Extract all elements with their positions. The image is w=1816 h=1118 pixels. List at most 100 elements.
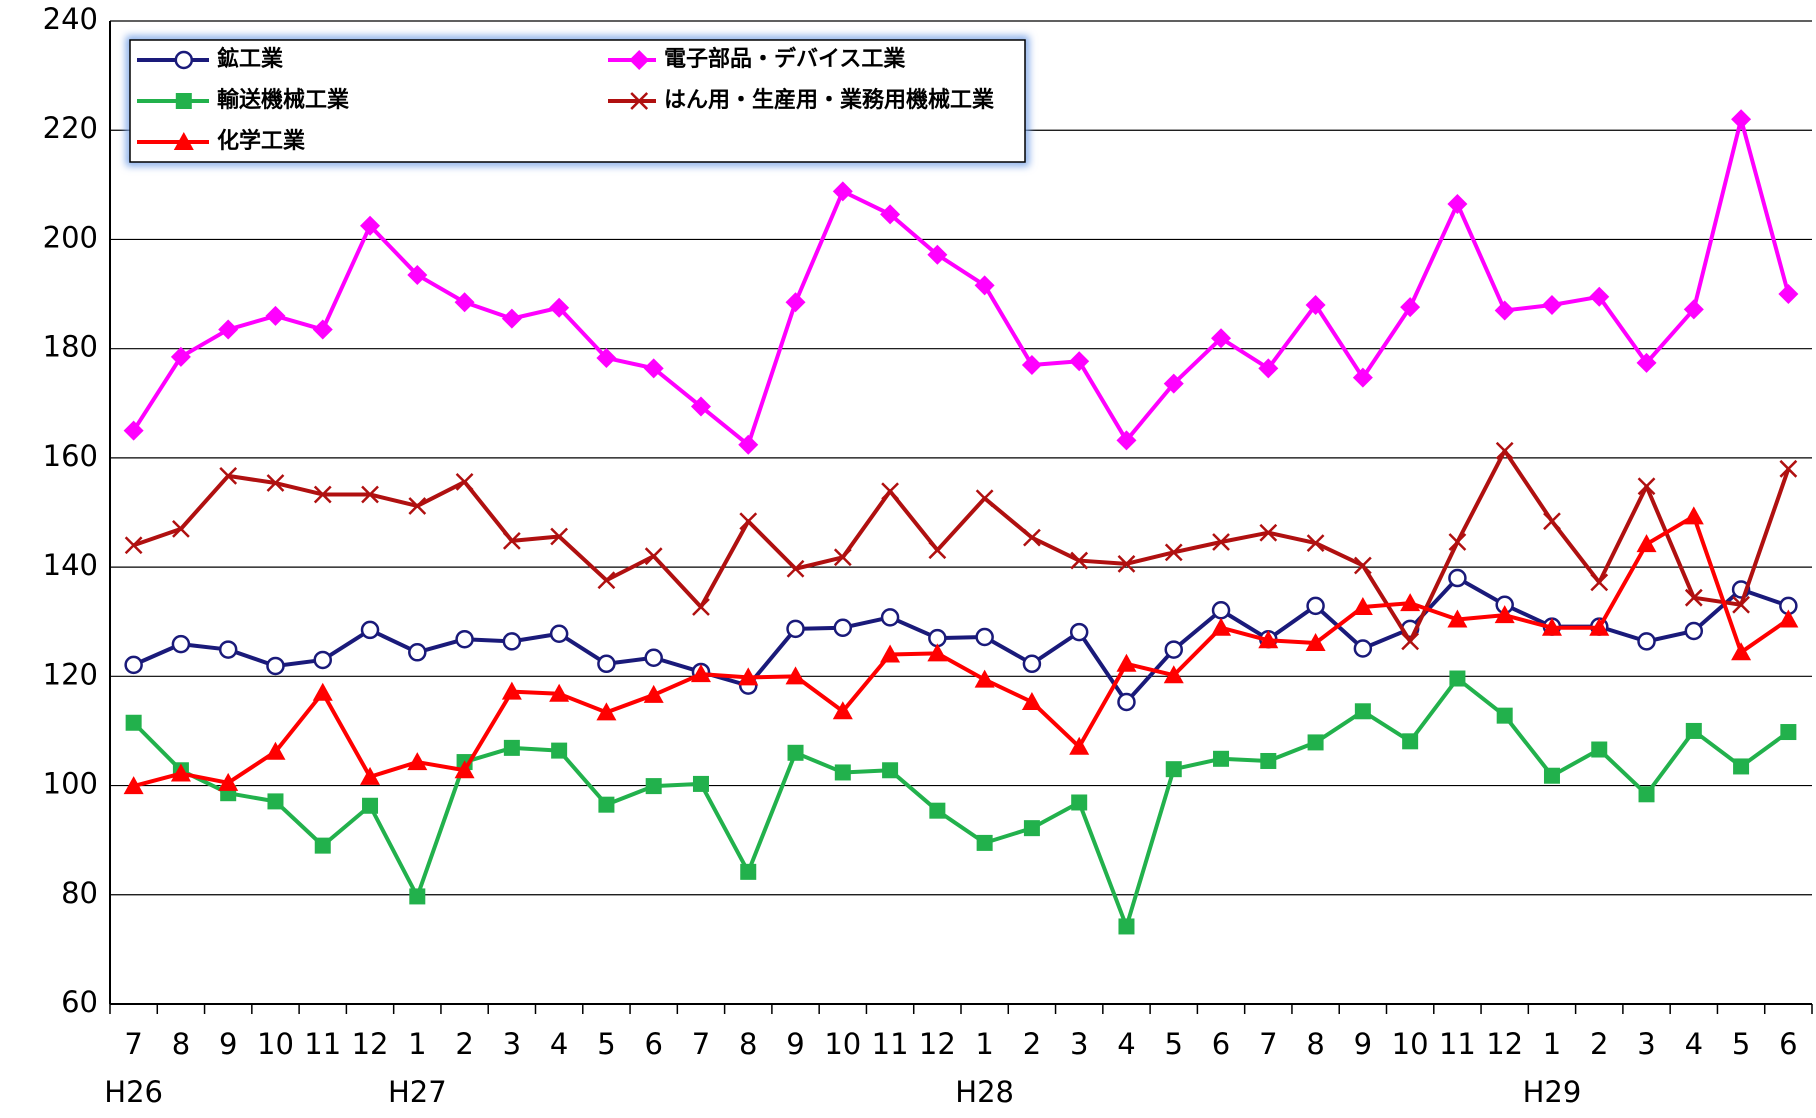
x-tick-label: 9 — [1354, 1027, 1372, 1061]
x-group-label: H26 — [104, 1075, 163, 1109]
marker — [1494, 605, 1515, 624]
x-tick-label: 7 — [1259, 1027, 1277, 1061]
marker — [1400, 593, 1421, 612]
marker — [1117, 692, 1136, 712]
marker — [409, 888, 426, 905]
marker — [171, 634, 191, 654]
y-tick-label: 160 — [43, 439, 98, 473]
series-line — [132, 448, 1791, 644]
marker — [974, 669, 995, 688]
marker — [1496, 707, 1513, 724]
marker — [974, 275, 995, 296]
marker — [1448, 568, 1467, 588]
marker — [645, 778, 662, 795]
marker — [1637, 632, 1656, 651]
marker — [314, 837, 331, 854]
marker — [1638, 786, 1655, 803]
marker — [1448, 533, 1467, 551]
marker — [1353, 556, 1372, 575]
marker — [976, 834, 993, 851]
x-tick-label: 5 — [597, 1027, 615, 1061]
x-tick-label: 1 — [975, 1027, 993, 1061]
marker — [1541, 617, 1562, 636]
marker — [407, 752, 428, 771]
marker — [549, 297, 570, 318]
marker — [880, 644, 901, 663]
marker — [360, 620, 380, 640]
marker — [927, 244, 948, 265]
marker — [596, 702, 617, 721]
x-tick-label: 10 — [824, 1027, 861, 1061]
marker — [928, 541, 947, 560]
marker — [786, 619, 805, 639]
marker — [598, 796, 615, 813]
marker — [1354, 703, 1371, 720]
marker — [1683, 506, 1704, 525]
x-tick-label: 10 — [1392, 1027, 1429, 1061]
marker — [174, 50, 194, 70]
marker — [550, 527, 569, 546]
marker — [501, 681, 522, 700]
marker — [1305, 633, 1326, 652]
marker — [502, 632, 522, 651]
x-tick-label: 2 — [455, 1027, 473, 1061]
marker — [503, 739, 520, 756]
marker — [454, 760, 475, 779]
marker — [1258, 630, 1279, 649]
marker — [690, 664, 711, 683]
x-tick-label: 4 — [1685, 1027, 1703, 1061]
marker — [1684, 621, 1704, 641]
series-line — [132, 576, 1790, 705]
marker — [1021, 355, 1042, 376]
x-tick-label: 6 — [1212, 1027, 1230, 1061]
marker — [125, 714, 142, 731]
marker — [643, 684, 664, 703]
marker — [832, 181, 853, 202]
marker — [1163, 665, 1184, 684]
marker — [170, 763, 191, 782]
x-tick-label: 10 — [257, 1027, 294, 1061]
marker — [1401, 632, 1420, 651]
marker — [1213, 750, 1230, 767]
x-tick-label: 2 — [1023, 1027, 1041, 1061]
marker — [218, 319, 239, 340]
marker — [1780, 724, 1797, 741]
marker — [1447, 609, 1468, 628]
marker — [1211, 601, 1231, 620]
x-tick-label: 9 — [219, 1027, 237, 1061]
marker — [833, 548, 852, 567]
marker — [1778, 609, 1799, 628]
x-tick-label: 5 — [1732, 1027, 1750, 1061]
x-tick-label: 4 — [1117, 1027, 1135, 1061]
marker — [1778, 284, 1799, 305]
series-line — [133, 514, 1790, 789]
legend-label: 鉱工業 — [217, 46, 284, 72]
marker — [170, 346, 191, 367]
legend-box — [129, 39, 1026, 163]
y-tick-label: 240 — [43, 2, 98, 36]
marker — [1779, 459, 1798, 478]
marker — [1684, 588, 1703, 607]
marker — [362, 797, 379, 814]
marker — [786, 559, 805, 578]
marker — [785, 666, 806, 685]
x-tick-label: 11 — [872, 1027, 909, 1061]
marker — [360, 215, 381, 236]
marker — [738, 434, 759, 455]
x-tick-label: 6 — [644, 1027, 662, 1061]
marker — [407, 264, 428, 285]
marker — [597, 571, 616, 590]
marker — [1212, 533, 1230, 551]
marker — [124, 655, 143, 675]
y-tick-label: 60 — [61, 985, 98, 1019]
marker — [880, 608, 900, 627]
marker — [1495, 441, 1514, 460]
marker — [219, 467, 238, 485]
marker — [1352, 367, 1373, 388]
x-tick-label: 8 — [172, 1027, 190, 1061]
marker — [1494, 300, 1515, 321]
marker — [1069, 351, 1090, 372]
marker — [408, 497, 427, 515]
marker — [1163, 373, 1184, 394]
